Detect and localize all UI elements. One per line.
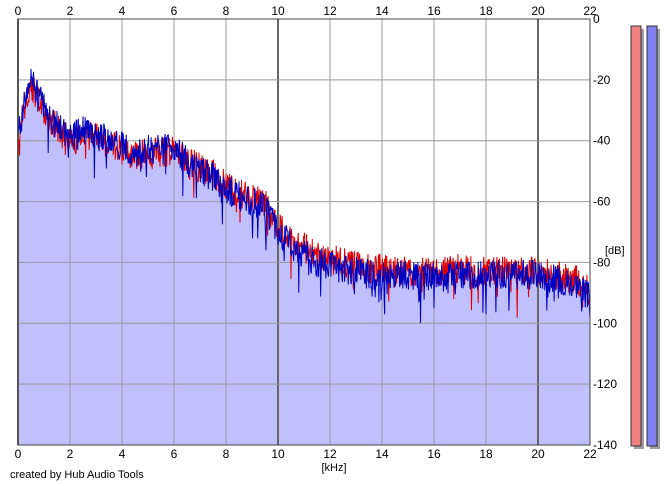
x-tick-label-top: 8 [223,4,230,18]
plot-frame [17,18,591,446]
x-tick-label-top: 18 [479,4,493,18]
x-tick-label-bottom: 6 [171,447,178,461]
y-tick-label: -120 [593,377,617,391]
x-tick-label-bottom: 8 [223,447,230,461]
y-tick-labels: 0 -20 -40 -60 -80 -100 -120 -140 [593,12,617,452]
x-tick-label-bottom: 16 [427,447,441,461]
series-line-1 [17,76,591,318]
x-tick-label-top: 2 [67,4,74,18]
x-tick-label-bottom: 14 [375,447,389,461]
level-meter-1 [630,25,642,447]
x-tick-label-bottom: 4 [119,447,126,461]
x-tick-label-top: 4 [119,4,126,18]
x-tick-label-bottom: 10 [271,447,285,461]
series-lines [17,68,591,324]
x-tick-label-top: 10 [271,4,285,18]
y-axis-label: [dB] [605,245,625,257]
y-tick-label: -40 [593,134,611,148]
x-tick-label-top: 22 [583,4,597,18]
y-tick-label: -20 [593,73,611,87]
spectrum-fill-area [18,76,590,446]
level-meter-2 [646,25,658,447]
credit-text: created by Hub Audio Tools [10,469,144,481]
x-tick-label-top: 6 [171,4,178,18]
x-tick-label-top: 12 [323,4,337,18]
y-tick-label: -100 [593,316,617,330]
x-tick-label-bottom: 12 [323,447,337,461]
y-tick-label: 0 [593,12,600,26]
series-line-2 [17,68,591,324]
x-tick-label-bottom: 0 [15,447,22,461]
x-tick-label-top: 14 [375,4,389,18]
x-tick-label-bottom: 2 [67,447,74,461]
x-tick-label-bottom: 18 [479,447,493,461]
x-tick-label-bottom: 20 [531,447,545,461]
level-meters [630,25,660,449]
y-tick-label: -60 [593,195,611,209]
x-tick-label-top: 16 [427,4,441,18]
x-tick-label-bottom: 22 [583,447,597,461]
x-axis-label: [kHz] [321,462,346,474]
y-tick-label: -80 [593,255,611,269]
y-tick-label: -140 [593,438,617,452]
x-tick-label-top: 20 [531,4,545,18]
x-tick-label-top: 0 [15,4,22,18]
